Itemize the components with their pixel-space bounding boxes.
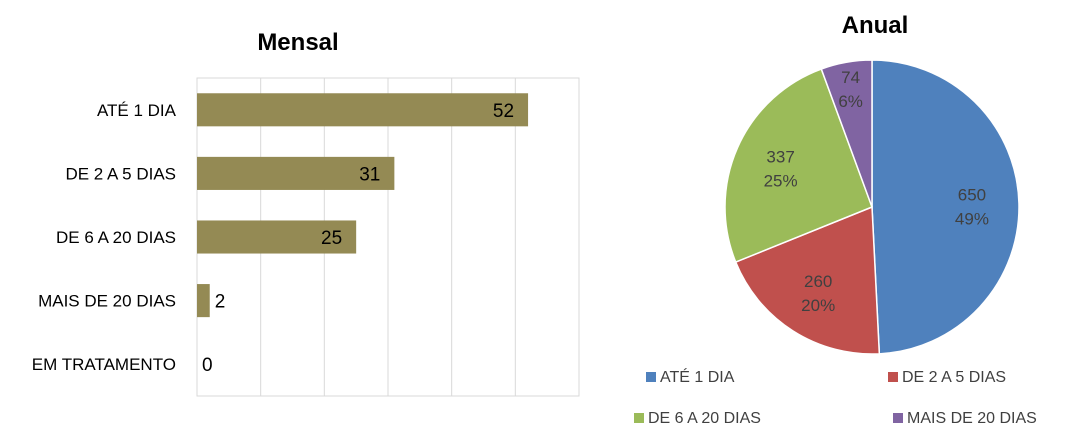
pie-value-label: 260 [804,272,832,291]
pie-slice [820,59,873,208]
bar-category-label: DE 2 A 5 DIAS [65,164,176,183]
pie-legend: ATÉ 1 DIA DE 2 A 5 DIAS DE 6 A 20 DIAS MAIS… [634,367,1037,427]
bar-category-label: DE 6 A 20 DIAS [56,228,176,247]
pie-percent-label: 25% [764,171,798,190]
legend-label: DE 6 A 20 DIAS [648,410,761,427]
pie-slice [871,59,1020,355]
bar [197,156,395,190]
pie-chart-title: Anual [842,12,909,39]
bar-value-label: 31 [359,164,380,185]
legend-swatch [893,413,903,423]
bar [197,93,529,127]
pie-data-labels: 650 49% 260 20% 337 25% 74 6% [764,68,989,315]
bar-value-label: 52 [493,101,514,122]
bar-category-label: MAIS DE 20 DIAS [38,292,176,311]
bar-category-label: EM TRATAMENTO [32,355,176,374]
bar-value-label: 2 [215,292,226,313]
bar [197,284,210,318]
pie-slice [724,68,873,264]
bar-category-label: ATÉ 1 DIA [97,101,177,120]
bar-chart-title: Mensal [257,29,338,56]
legend-swatch [634,413,644,423]
pie-value-label: 337 [766,147,794,166]
bar [197,220,357,254]
bar-value-label: 0 [202,355,213,376]
pie-slices [724,59,1020,355]
pie-value-label: 74 [841,68,860,87]
bar-gridlines [260,78,516,396]
annual-pie-chart: Anual 650 49% 260 20% 337 25% 74 6% ATÉ 1 DIA DE… [634,12,1037,427]
pie-percent-label: 6% [838,92,863,111]
monthly-bar-chart: Mensal 52 31 25 2 0 ATÉ 1 DIA DE 2 A 5 DIAS DE… [32,29,580,397]
pie-percent-label: 20% [801,296,835,315]
pie-percent-label: 49% [955,210,989,229]
legend-label: MAIS DE 20 DIAS [907,410,1037,427]
bar-category-labels: ATÉ 1 DIA DE 2 A 5 DIAS DE 6 A 20 DIAS MAIS… [32,101,177,374]
legend-swatch [888,372,898,382]
legend-label: ATÉ 1 DIA [660,367,735,386]
pie-slice [734,205,881,355]
bar-series: 52 31 25 2 0 [197,93,529,376]
legend-swatch [646,372,656,382]
bar-value-label: 25 [321,228,342,249]
pie-value-label: 650 [958,186,986,205]
legend-label: DE 2 A 5 DIAS [902,369,1006,386]
